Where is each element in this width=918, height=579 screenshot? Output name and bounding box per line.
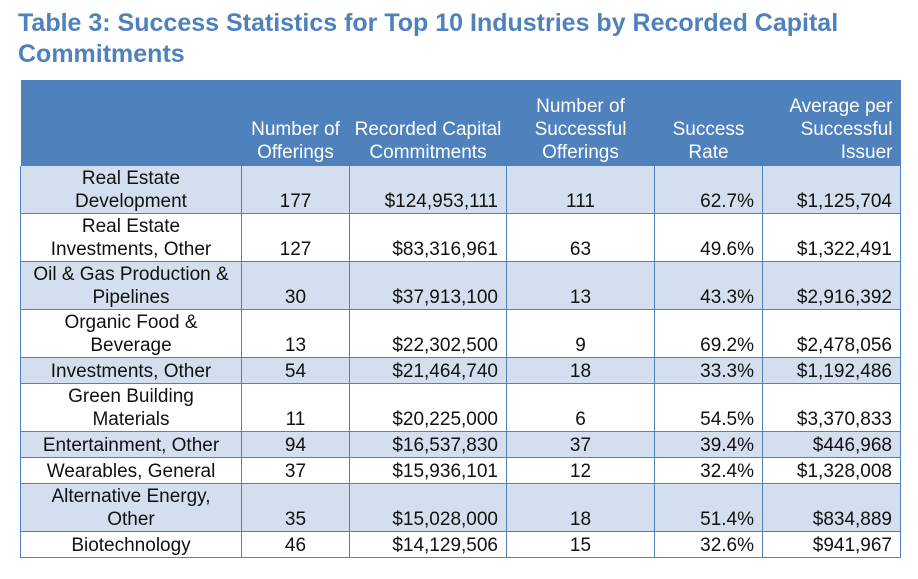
capital-cell: $37,913,100 <box>349 261 507 310</box>
successful-offerings-cell: 13 <box>506 261 655 310</box>
header-average-per-successful-issuer: Average per Successful Issuer <box>762 80 901 166</box>
header-number-of-offerings: Number of Offerings <box>241 80 350 166</box>
offerings-cell: 35 <box>241 483 350 532</box>
success-rate-cell: 33.3% <box>654 357 763 384</box>
successful-offerings-cell: 15 <box>506 531 655 558</box>
table-row: Green Building Materials 11 $20,225,000 6 54… <box>20 383 901 432</box>
industry-cell: Green Building Materials <box>20 383 242 432</box>
industry-cell: Organic Food & Beverage <box>20 309 242 358</box>
table-row: Investments, Other 54 $21,464,740 18 33.3% $1… <box>20 357 901 384</box>
capital-cell: $21,464,740 <box>349 357 507 384</box>
average-per-issuer-cell: $446,968 <box>762 431 901 458</box>
table-row: Organic Food & Beverage 13 $22,302,500 9 69.… <box>20 309 901 358</box>
successful-offerings-cell: 18 <box>506 357 655 384</box>
offerings-cell: 46 <box>241 531 350 558</box>
successful-offerings-cell: 63 <box>506 213 655 262</box>
table-row: Wearables, General 37 $15,936,101 12 32.4% $1… <box>20 457 901 484</box>
industry-cell: Alternative Energy, Other <box>20 483 242 532</box>
average-per-issuer-cell: $1,192,486 <box>762 357 901 384</box>
success-rate-cell: 49.6% <box>654 213 763 262</box>
average-per-issuer-cell: $2,916,392 <box>762 261 901 310</box>
offerings-cell: 177 <box>241 166 350 214</box>
table-row: Entertainment, Other 94 $16,537,830 37 39.4%… <box>20 431 901 458</box>
success-rate-cell: 69.2% <box>654 309 763 358</box>
capital-cell: $15,936,101 <box>349 457 507 484</box>
success-rate-cell: 43.3% <box>654 261 763 310</box>
successful-offerings-cell: 18 <box>506 483 655 532</box>
offerings-cell: 11 <box>241 383 350 432</box>
success-rate-cell: 32.6% <box>654 531 763 558</box>
offerings-cell: 13 <box>241 309 350 358</box>
capital-cell: $15,028,000 <box>349 483 507 532</box>
capital-cell: $16,537,830 <box>349 431 507 458</box>
header-recorded-capital-commitments: Recorded Capital Commitments <box>349 80 507 166</box>
industry-cell: Real Estate Investments, Other <box>20 213 242 262</box>
offerings-cell: 94 <box>241 431 350 458</box>
header-number-of-successful-offerings: Number of Successful Offerings <box>506 80 655 166</box>
average-per-issuer-cell: $2,478,056 <box>762 309 901 358</box>
header-row: Number of Offerings Recorded Capital Com… <box>20 80 901 166</box>
offerings-cell: 127 <box>241 213 350 262</box>
average-per-issuer-cell: $834,889 <box>762 483 901 532</box>
statistics-table: Number of Offerings Recorded Capital Com… <box>20 80 901 558</box>
table-row: Biotechnology 46 $14,129,506 15 32.6% $941,96… <box>20 531 901 558</box>
industry-cell: Biotechnology <box>20 531 242 558</box>
header-industry <box>20 80 242 166</box>
table-row: Real Estate Development 177 $124,953,111 11… <box>20 166 901 214</box>
capital-cell: $22,302,500 <box>349 309 507 358</box>
capital-cell: $83,316,961 <box>349 213 507 262</box>
success-rate-cell: 39.4% <box>654 431 763 458</box>
offerings-cell: 54 <box>241 357 350 384</box>
table-title: Table 3: Success Statistics for Top 10 I… <box>18 9 839 68</box>
industry-cell: Real Estate Development <box>20 166 242 214</box>
successful-offerings-cell: 37 <box>506 431 655 458</box>
success-rate-cell: 32.4% <box>654 457 763 484</box>
average-per-issuer-cell: $1,322,491 <box>762 213 901 262</box>
capital-cell: $14,129,506 <box>349 531 507 558</box>
industry-cell: Oil & Gas Production & Pipelines <box>20 261 242 310</box>
table-row: Real Estate Investments, Other 127 $83,316… <box>20 213 901 262</box>
capital-cell: $20,225,000 <box>349 383 507 432</box>
successful-offerings-cell: 111 <box>506 166 655 214</box>
table-row: Alternative Energy, Other 35 $15,028,000 18… <box>20 483 901 532</box>
success-rate-cell: 54.5% <box>654 383 763 432</box>
offerings-cell: 37 <box>241 457 350 484</box>
average-per-issuer-cell: $1,328,008 <box>762 457 901 484</box>
capital-cell: $124,953,111 <box>349 166 507 214</box>
average-per-issuer-cell: $3,370,833 <box>762 383 901 432</box>
successful-offerings-cell: 12 <box>506 457 655 484</box>
table-row: Oil & Gas Production & Pipelines 30 $37,91… <box>20 261 901 310</box>
industry-cell: Wearables, General <box>20 457 242 484</box>
offerings-cell: 30 <box>241 261 350 310</box>
table-header: Number of Offerings Recorded Capital Com… <box>20 80 901 166</box>
header-success-rate: Success Rate <box>654 80 763 166</box>
success-rate-cell: 62.7% <box>654 166 763 214</box>
successful-offerings-cell: 9 <box>506 309 655 358</box>
success-rate-cell: 51.4% <box>654 483 763 532</box>
industry-cell: Entertainment, Other <box>20 431 242 458</box>
successful-offerings-cell: 6 <box>506 383 655 432</box>
industry-cell: Investments, Other <box>20 357 242 384</box>
average-per-issuer-cell: $941,967 <box>762 531 901 558</box>
table-body: Real Estate Development 177 $124,953,111 11… <box>20 166 901 558</box>
average-per-issuer-cell: $1,125,704 <box>762 166 901 214</box>
